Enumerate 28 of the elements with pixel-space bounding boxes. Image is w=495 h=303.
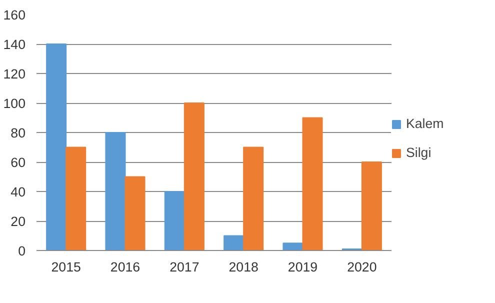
y-tick-label: 120: [3, 66, 26, 82]
legend-label: Kalem: [406, 116, 444, 131]
legend-label: Silgi: [406, 145, 432, 160]
y-tick-label: 140: [3, 37, 26, 52]
bar: [224, 235, 244, 250]
bar: [105, 132, 126, 250]
y-tick-label: 80: [10, 126, 26, 140]
x-tick-label: 2016: [110, 260, 140, 274]
x-tick-label: 2017: [170, 260, 200, 274]
y-tick-label: 0: [18, 244, 26, 258]
x-tick-label: 2019: [288, 260, 318, 274]
bar: [184, 102, 204, 250]
bar: [66, 146, 86, 250]
x-tick-label: 2015: [51, 260, 81, 274]
y-tick-label: 60: [10, 155, 26, 170]
x-tick-label: 2018: [228, 260, 258, 274]
bar: [46, 44, 67, 250]
y-tick-label: 40: [10, 184, 26, 200]
bar: [302, 117, 323, 250]
bar: [361, 162, 382, 250]
bar: [282, 242, 304, 250]
y-tick-label: 100: [3, 96, 26, 111]
y-tick-label: 20: [10, 214, 26, 229]
bar: [124, 176, 146, 250]
x-tick-label: 2020: [347, 260, 377, 274]
bar: [243, 146, 264, 250]
y-tick-label: 160: [3, 8, 26, 22]
bar: [164, 191, 185, 250]
